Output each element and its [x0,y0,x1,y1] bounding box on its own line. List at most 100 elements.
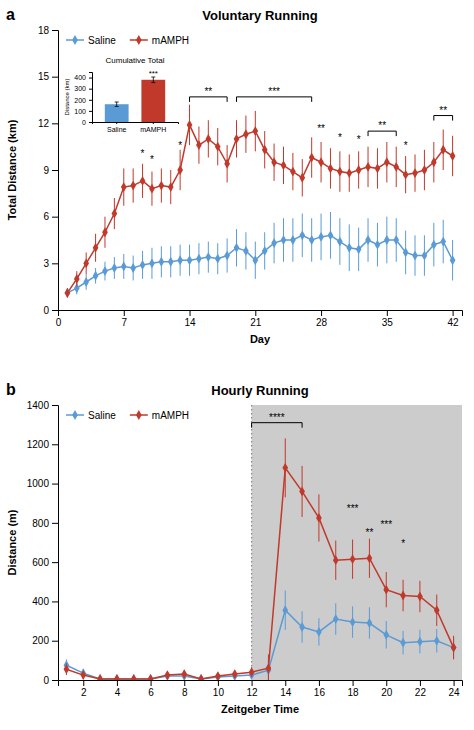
annotation: * [178,140,182,151]
inset-y-axis-tick-label: 200 [74,97,86,104]
point [350,617,356,627]
legend-item: Saline [66,410,116,421]
point [337,237,343,247]
annotation: * [357,134,361,145]
x-axis-tick: 12 [247,680,259,698]
x-axis-tick: 4 [115,680,121,698]
point [367,553,373,563]
legend: Saline mAMPH [66,35,189,46]
significance-bracket [190,97,228,102]
legend-item: mAMPH [130,35,189,46]
point [271,157,277,167]
point [165,670,171,680]
legend-item: Saline [66,35,116,46]
inset-y-axis-title: Distance (km) [64,78,70,115]
annotation: * [404,140,408,151]
point [282,463,288,473]
series [64,438,457,680]
inset-x-tick-mark [116,122,117,124]
x-axis-tick-label: 35 [382,317,394,328]
inset-y-axis-tick-mark [89,89,92,90]
point [375,240,381,250]
point [290,167,296,177]
legend-item: mAMPH [130,410,189,421]
point [181,669,187,679]
y-axis-tick: 400 [32,596,58,607]
series [64,591,457,680]
y-axis-tick-mark [52,641,58,642]
point [165,671,171,680]
series-line [67,235,452,293]
point [400,638,406,648]
x-axis-tick: 18 [348,680,360,698]
y-axis-tick-label: 600 [32,557,49,568]
y-axis-tick-label: 1000 [27,478,50,489]
point [412,168,418,178]
y-axis-title: Total Distance (km) [6,119,18,220]
point [168,257,174,267]
x-axis-tick-label: 6 [148,687,154,698]
annotation: **** [269,412,285,423]
point [234,134,240,144]
point [80,670,86,680]
point [328,164,334,174]
x-axis-tick: 8 [182,680,188,698]
inset-x-axis-line [93,123,179,125]
point [83,258,89,268]
x-axis-tick: 21 [250,310,262,328]
y-axis-tick-label: 3 [43,258,49,269]
x-axis-tick-mark [184,680,185,686]
inset-y-axis-tick: 0 [82,119,92,126]
annotation: ** [204,86,212,97]
chart-svg: 0714212835420369121518Voluntary RunningD… [0,0,474,730]
point [224,251,230,261]
point [131,674,137,680]
y-axis-tick-label: 9 [43,165,49,176]
y-axis-tick-label: 400 [32,596,49,607]
inset-x-tick: Saline [107,122,127,133]
y-axis-tick-mark [52,444,58,445]
y-axis-tick-mark [52,217,58,218]
point [97,674,103,680]
x-axis-tick: 10 [213,680,225,698]
x-axis-tick: 22 [415,680,427,698]
point [384,157,390,167]
y-axis-tick: 1000 [27,478,58,489]
y-axis-tick-label: 12 [38,118,50,129]
y-axis: 0369121518 [38,25,59,316]
inset-y-axis: 0100200300400 [74,73,92,126]
point [356,165,362,175]
x-axis-tick-mark [190,310,191,316]
x-axis-tick-mark [454,680,455,686]
point [215,142,221,152]
point [198,674,204,680]
x-axis-tick-label: 42 [448,317,460,328]
point [102,266,108,276]
annotation: ** [439,105,447,116]
legend-label: Saline [88,35,116,46]
point [271,238,277,248]
x-axis-tick-mark [321,310,322,316]
y-axis-tick-mark [52,263,58,264]
chart-container: 0714212835420369121518Voluntary RunningD… [0,0,474,730]
point [159,181,165,191]
point [149,184,155,194]
y-axis-tick-label: 18 [38,25,50,36]
legend-swatch-marker [72,410,78,420]
point [114,674,120,680]
y-axis-tick: 18 [38,25,58,36]
x-axis-tick-mark [255,310,256,316]
point [422,251,428,261]
point [383,630,389,640]
point [440,145,446,155]
inset-y-axis-tick: 100 [74,108,92,115]
point [102,227,108,237]
legend-label: mAMPH [152,410,189,421]
x-axis-tick: 24 [449,680,461,698]
point [121,262,127,272]
x-axis-tick-label: 14 [280,687,292,698]
legend-swatch-marker [136,410,142,420]
y-axis-tick: 200 [32,635,58,646]
x-axis-tick-label: 4 [115,687,121,698]
point [215,672,221,680]
